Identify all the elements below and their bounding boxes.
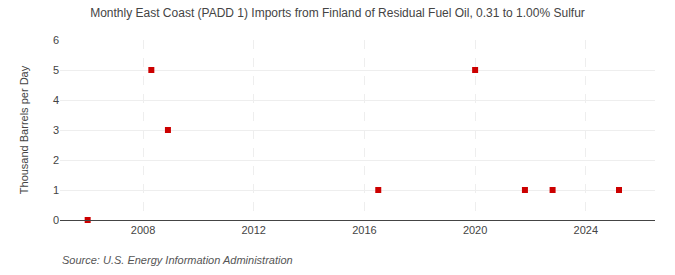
svg-text:1: 1	[53, 184, 59, 196]
svg-text:2016: 2016	[352, 224, 376, 236]
svg-text:2008: 2008	[131, 224, 155, 236]
svg-text:4: 4	[53, 94, 59, 106]
svg-text:3: 3	[53, 124, 59, 136]
svg-text:2: 2	[53, 154, 59, 166]
svg-text:5: 5	[53, 64, 59, 76]
svg-text:Source: U.S. Energy Informatio: Source: U.S. Energy Information Administ…	[62, 254, 293, 266]
svg-text:Monthly East Coast (PADD 1) Im: Monthly East Coast (PADD 1) Imports from…	[90, 6, 585, 20]
svg-text:2024: 2024	[574, 224, 598, 236]
svg-text:0: 0	[53, 214, 59, 226]
svg-text:2012: 2012	[241, 224, 265, 236]
svg-text:6: 6	[53, 34, 59, 46]
svg-text:2020: 2020	[463, 224, 487, 236]
svg-text:Thousand Barrels per Day: Thousand Barrels per Day	[18, 65, 30, 194]
